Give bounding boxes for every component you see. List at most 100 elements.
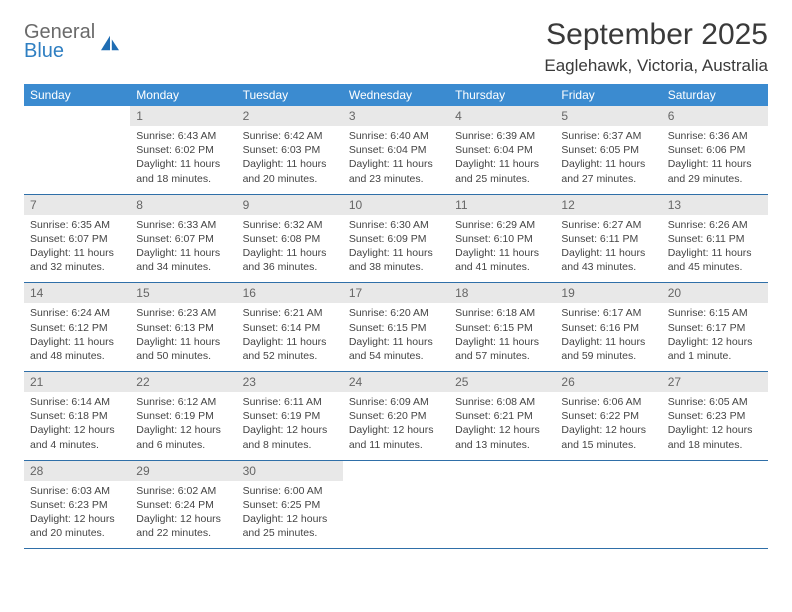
day-cell: 21Sunrise: 6:14 AMSunset: 6:18 PMDayligh… (24, 372, 130, 461)
calendar-body: 1Sunrise: 6:43 AMSunset: 6:02 PMDaylight… (24, 106, 768, 549)
day-body: Sunrise: 6:09 AMSunset: 6:20 PMDaylight:… (343, 392, 449, 460)
day-body: Sunrise: 6:37 AMSunset: 6:05 PMDaylight:… (555, 126, 661, 194)
day-body: Sunrise: 6:12 AMSunset: 6:19 PMDaylight:… (130, 392, 236, 460)
day-number: 13 (662, 195, 768, 215)
day-cell: 22Sunrise: 6:12 AMSunset: 6:19 PMDayligh… (130, 372, 236, 461)
day-number: 21 (24, 372, 130, 392)
week-row: 14Sunrise: 6:24 AMSunset: 6:12 PMDayligh… (24, 283, 768, 372)
week-row: 28Sunrise: 6:03 AMSunset: 6:23 PMDayligh… (24, 460, 768, 549)
day-body: Sunrise: 6:32 AMSunset: 6:08 PMDaylight:… (237, 215, 343, 283)
day-cell: 27Sunrise: 6:05 AMSunset: 6:23 PMDayligh… (662, 372, 768, 461)
day-cell: 3Sunrise: 6:40 AMSunset: 6:04 PMDaylight… (343, 106, 449, 194)
brand-blue: Blue (24, 41, 95, 61)
day-number: 25 (449, 372, 555, 392)
day-cell: 16Sunrise: 6:21 AMSunset: 6:14 PMDayligh… (237, 283, 343, 372)
day-cell: 10Sunrise: 6:30 AMSunset: 6:09 PMDayligh… (343, 194, 449, 283)
day-cell: 28Sunrise: 6:03 AMSunset: 6:23 PMDayligh… (24, 460, 130, 549)
day-body: Sunrise: 6:11 AMSunset: 6:19 PMDaylight:… (237, 392, 343, 460)
day-number: 5 (555, 106, 661, 126)
week-row: 1Sunrise: 6:43 AMSunset: 6:02 PMDaylight… (24, 106, 768, 194)
day-cell: 1Sunrise: 6:43 AMSunset: 6:02 PMDaylight… (130, 106, 236, 194)
day-body: Sunrise: 6:05 AMSunset: 6:23 PMDaylight:… (662, 392, 768, 460)
day-number: 1 (130, 106, 236, 126)
sail-icon (99, 34, 121, 52)
day-cell: 26Sunrise: 6:06 AMSunset: 6:22 PMDayligh… (555, 372, 661, 461)
day-cell (449, 460, 555, 549)
day-body: Sunrise: 6:21 AMSunset: 6:14 PMDaylight:… (237, 303, 343, 371)
header: General Blue September 2025 Eaglehawk, V… (24, 18, 768, 76)
day-cell: 6Sunrise: 6:36 AMSunset: 6:06 PMDaylight… (662, 106, 768, 194)
day-cell (24, 106, 130, 194)
day-cell: 8Sunrise: 6:33 AMSunset: 6:07 PMDaylight… (130, 194, 236, 283)
day-number: 20 (662, 283, 768, 303)
day-body: Sunrise: 6:06 AMSunset: 6:22 PMDaylight:… (555, 392, 661, 460)
calendar-table: SundayMondayTuesdayWednesdayThursdayFrid… (24, 84, 768, 549)
day-number: 4 (449, 106, 555, 126)
day-cell (343, 460, 449, 549)
dow-header: Saturday (662, 84, 768, 106)
week-row: 7Sunrise: 6:35 AMSunset: 6:07 PMDaylight… (24, 194, 768, 283)
day-cell: 13Sunrise: 6:26 AMSunset: 6:11 PMDayligh… (662, 194, 768, 283)
day-cell (662, 460, 768, 549)
day-cell: 19Sunrise: 6:17 AMSunset: 6:16 PMDayligh… (555, 283, 661, 372)
day-number: 12 (555, 195, 661, 215)
title-block: September 2025 Eaglehawk, Victoria, Aust… (544, 18, 768, 76)
brand-logo: General Blue (24, 22, 121, 61)
day-body: Sunrise: 6:02 AMSunset: 6:24 PMDaylight:… (130, 481, 236, 549)
day-cell: 25Sunrise: 6:08 AMSunset: 6:21 PMDayligh… (449, 372, 555, 461)
day-body: Sunrise: 6:42 AMSunset: 6:03 PMDaylight:… (237, 126, 343, 194)
day-cell: 5Sunrise: 6:37 AMSunset: 6:05 PMDaylight… (555, 106, 661, 194)
day-body: Sunrise: 6:00 AMSunset: 6:25 PMDaylight:… (237, 481, 343, 549)
day-number: 26 (555, 372, 661, 392)
month-title: September 2025 (544, 18, 768, 52)
day-cell: 20Sunrise: 6:15 AMSunset: 6:17 PMDayligh… (662, 283, 768, 372)
day-number: 14 (24, 283, 130, 303)
day-number: 6 (662, 106, 768, 126)
day-number: 24 (343, 372, 449, 392)
day-body: Sunrise: 6:29 AMSunset: 6:10 PMDaylight:… (449, 215, 555, 283)
day-body: Sunrise: 6:39 AMSunset: 6:04 PMDaylight:… (449, 126, 555, 194)
day-cell: 11Sunrise: 6:29 AMSunset: 6:10 PMDayligh… (449, 194, 555, 283)
day-number: 18 (449, 283, 555, 303)
dow-header: Tuesday (237, 84, 343, 106)
dow-header: Friday (555, 84, 661, 106)
day-number: 2 (237, 106, 343, 126)
day-body: Sunrise: 6:26 AMSunset: 6:11 PMDaylight:… (662, 215, 768, 283)
day-cell: 2Sunrise: 6:42 AMSunset: 6:03 PMDaylight… (237, 106, 343, 194)
day-body: Sunrise: 6:40 AMSunset: 6:04 PMDaylight:… (343, 126, 449, 194)
day-cell: 12Sunrise: 6:27 AMSunset: 6:11 PMDayligh… (555, 194, 661, 283)
day-body: Sunrise: 6:35 AMSunset: 6:07 PMDaylight:… (24, 215, 130, 283)
day-body: Sunrise: 6:15 AMSunset: 6:17 PMDaylight:… (662, 303, 768, 371)
day-number: 8 (130, 195, 236, 215)
day-body: Sunrise: 6:36 AMSunset: 6:06 PMDaylight:… (662, 126, 768, 194)
day-cell: 29Sunrise: 6:02 AMSunset: 6:24 PMDayligh… (130, 460, 236, 549)
day-body: Sunrise: 6:27 AMSunset: 6:11 PMDaylight:… (555, 215, 661, 283)
day-cell: 17Sunrise: 6:20 AMSunset: 6:15 PMDayligh… (343, 283, 449, 372)
day-cell: 9Sunrise: 6:32 AMSunset: 6:08 PMDaylight… (237, 194, 343, 283)
day-number: 11 (449, 195, 555, 215)
day-body: Sunrise: 6:43 AMSunset: 6:02 PMDaylight:… (130, 126, 236, 194)
day-number: 29 (130, 461, 236, 481)
day-body: Sunrise: 6:23 AMSunset: 6:13 PMDaylight:… (130, 303, 236, 371)
day-cell: 7Sunrise: 6:35 AMSunset: 6:07 PMDaylight… (24, 194, 130, 283)
day-cell: 4Sunrise: 6:39 AMSunset: 6:04 PMDaylight… (449, 106, 555, 194)
day-cell: 30Sunrise: 6:00 AMSunset: 6:25 PMDayligh… (237, 460, 343, 549)
day-body: Sunrise: 6:08 AMSunset: 6:21 PMDaylight:… (449, 392, 555, 460)
day-body: Sunrise: 6:17 AMSunset: 6:16 PMDaylight:… (555, 303, 661, 371)
day-body: Sunrise: 6:03 AMSunset: 6:23 PMDaylight:… (24, 481, 130, 549)
day-number: 3 (343, 106, 449, 126)
day-number: 23 (237, 372, 343, 392)
day-body: Sunrise: 6:24 AMSunset: 6:12 PMDaylight:… (24, 303, 130, 371)
week-row: 21Sunrise: 6:14 AMSunset: 6:18 PMDayligh… (24, 372, 768, 461)
day-number: 27 (662, 372, 768, 392)
day-number: 15 (130, 283, 236, 303)
day-cell: 18Sunrise: 6:18 AMSunset: 6:15 PMDayligh… (449, 283, 555, 372)
day-cell: 23Sunrise: 6:11 AMSunset: 6:19 PMDayligh… (237, 372, 343, 461)
dow-row: SundayMondayTuesdayWednesdayThursdayFrid… (24, 84, 768, 106)
day-number: 28 (24, 461, 130, 481)
day-number: 17 (343, 283, 449, 303)
day-number: 19 (555, 283, 661, 303)
day-number: 30 (237, 461, 343, 481)
location: Eaglehawk, Victoria, Australia (544, 56, 768, 76)
day-body: Sunrise: 6:18 AMSunset: 6:15 PMDaylight:… (449, 303, 555, 371)
